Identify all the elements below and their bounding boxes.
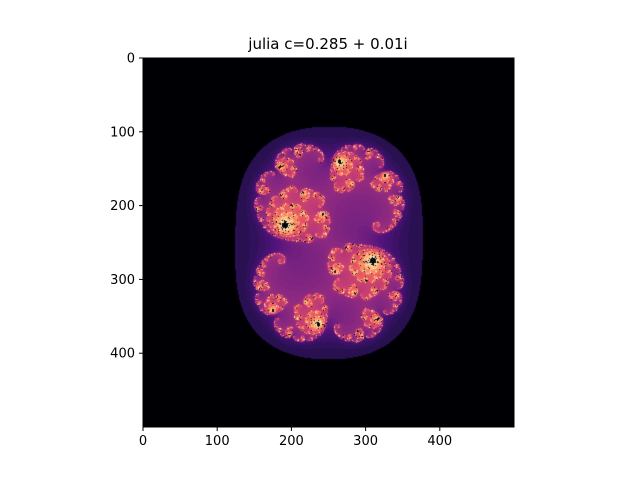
x-tick-label: 400: [427, 434, 452, 449]
plot-frame: [142, 57, 515, 428]
plot-area: [142, 57, 515, 428]
x-axis: 0 100 200 300 400: [139, 427, 452, 449]
y-tick-label: 200: [110, 199, 135, 214]
y-tick-label: 400: [110, 347, 135, 362]
x-tick-label: 100: [205, 434, 230, 449]
x-tick-label: 0: [139, 434, 147, 449]
x-tick-label: 300: [353, 434, 378, 449]
julia-set-image: [143, 58, 514, 427]
y-tick-label: 0: [127, 52, 135, 67]
y-tick-label: 300: [110, 273, 135, 288]
y-axis: 0 100 200 300 400: [110, 52, 143, 362]
x-tick-label: 200: [279, 434, 304, 449]
chart-title: julia c=0.285 + 0.01i: [247, 35, 407, 53]
y-tick-label: 100: [110, 125, 135, 140]
